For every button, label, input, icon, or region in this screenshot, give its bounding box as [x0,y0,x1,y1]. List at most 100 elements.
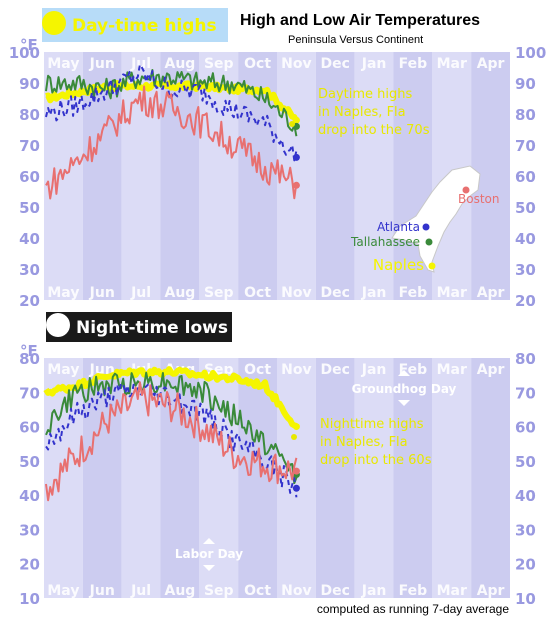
series-line-atlanta [45,63,298,162]
y-tick-label-left: 20 [19,292,40,310]
y-tick-label-left: 50 [19,453,40,471]
month-band [393,358,433,598]
annotation-highs-line: in Naples, Fla [318,105,406,120]
series-line-boston [45,85,298,200]
month-band [44,358,83,598]
x-tick-label-top: Apr [477,56,505,72]
y-tick-label-left: 70 [19,137,40,155]
map-city-label-naples: Naples [373,256,424,274]
series-end-point-boston [292,467,300,475]
x-tick-label-top: Mar [437,362,467,378]
x-tick-label-top: Nov [281,56,311,72]
y-tick-label-right: 20 [515,292,536,310]
y-tick-label-left: 60 [19,419,40,437]
labor-day-arrow-down [203,565,215,571]
x-tick-label-top: Dec [321,56,350,72]
month-band [471,358,510,598]
annotation-lows-line: in Naples, Fla [320,435,408,450]
x-tick-label-bottom: Mar [437,285,467,301]
x-tick-label-bottom: Dec [321,285,350,301]
map-city-label-atlanta: Atlanta [377,220,420,234]
y-tick-label-left: 60 [19,168,40,186]
series-end-point-atlanta [292,153,300,161]
x-tick-label-bottom: Sep [204,583,234,599]
map-city-dot-tallahassee [425,238,433,246]
y-tick-label-right: 40 [515,230,536,248]
x-tick-label-bottom: Oct [244,285,271,301]
x-tick-label-bottom: Dec [321,583,350,599]
series-end-point-naples [292,116,300,124]
annotation-lows-marker [291,434,297,440]
y-tick-label-right: 40 [515,487,536,505]
y-tick-label-right: 10 [515,590,536,608]
chart-subtitle: Peninsula Versus Continent [288,34,424,46]
month-band [354,52,394,300]
y-tick-label-left: 80 [19,350,40,368]
annotation-highs-marker [289,121,295,127]
month-band [121,52,161,300]
y-tick-label-right: 70 [515,137,536,155]
map-city-dot-boston [462,186,470,194]
annotation-lows-line: drop into the 60s [320,453,432,468]
x-tick-label-bottom: May [47,285,79,301]
y-tick-label-right: 60 [515,168,536,186]
y-tick-label-left: 10 [19,590,40,608]
x-tick-label-bottom: Jul [130,285,151,301]
y-tick-label-left: 40 [19,487,40,505]
panel-label-lows-text: Night-time lows [76,318,228,338]
x-tick-label-bottom: Jul [130,583,151,599]
annotation-highs-line: drop into the 70s [318,123,430,138]
y-tick-label-right: 100 [515,44,546,62]
x-tick-label-bottom: Nov [281,583,311,599]
series-end-point-atlanta [292,484,300,492]
series-line-boston [45,381,298,502]
map-city-label-tallahassee: Tallahassee [350,235,420,249]
x-tick-label-bottom: Apr [477,583,505,599]
y-tick-label-right: 70 [515,384,536,402]
x-tick-label-top: Aug [165,56,196,72]
x-tick-label-bottom: Aug [165,285,196,301]
y-tick-label-right: 60 [515,419,536,437]
x-tick-label-top: Oct [244,56,271,72]
panel-label-lows-sun-icon [46,313,70,337]
panel-label-highs-bg [42,8,228,42]
annotation-highs-line: Daytime highs [318,87,413,102]
panel-label-highs-sun-icon [42,11,66,35]
month-band [315,358,355,598]
x-tick-label-top: Feb [399,56,428,72]
series-line-atlanta [45,381,298,498]
y-tick-label-left: 90 [19,75,40,93]
x-tick-label-bottom: Feb [399,583,428,599]
series-line-tallahassee [45,371,298,485]
panel-label-lows: Night-time lows [46,312,232,342]
panel-label-lows-bg [46,312,232,342]
y-tick-label-right: 30 [515,261,536,279]
map-city-label-boston: Boston [458,192,499,206]
groundhog-day-arrow-down [398,400,410,406]
month-band [199,358,239,598]
month-band [82,358,122,598]
x-tick-label-top: Jun [89,56,115,72]
month-band [354,358,394,598]
y-unit-label: °F [20,342,38,360]
x-tick-label-top: Mar [437,56,467,72]
y-tick-label-left: 100 [9,44,40,62]
x-tick-label-top: Jan [361,56,387,72]
map-city-dot-naples [428,262,436,270]
x-tick-label-top: Jul [130,56,151,72]
labor-day-arrow-up [203,538,215,544]
x-tick-label-bottom: Sep [204,285,234,301]
map-city-dot-atlanta [422,223,430,231]
x-tick-label-top: Sep [204,56,234,72]
groundhog-day-arrow-up [398,370,410,376]
map-east-coast-shape [391,165,481,273]
x-tick-label-bottom: May [47,583,79,599]
y-tick-label-left: 30 [19,261,40,279]
labor-day-label: Labor Day [175,547,243,561]
x-tick-label-bottom: Jan [361,285,387,301]
panel-label-highs-text: Day-time highs [72,16,217,36]
y-tick-label-left: 80 [19,106,40,124]
